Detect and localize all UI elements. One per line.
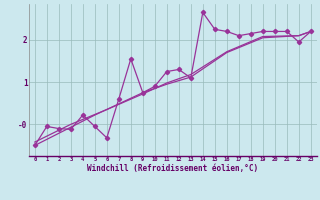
- X-axis label: Windchill (Refroidissement éolien,°C): Windchill (Refroidissement éolien,°C): [87, 164, 258, 173]
